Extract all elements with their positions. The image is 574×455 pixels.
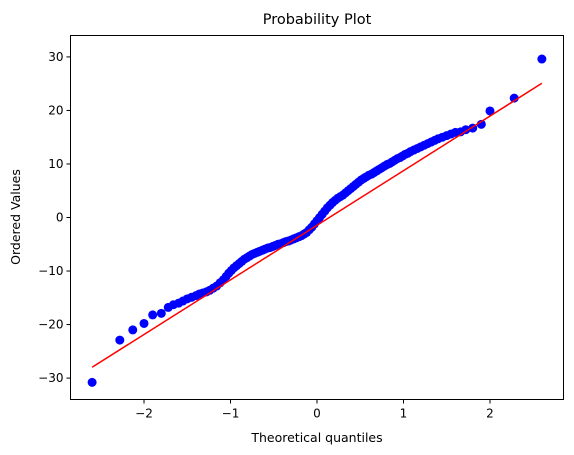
data-point (115, 335, 125, 345)
x-tick-label: 2 (486, 407, 494, 421)
y-tick-label: −20 (38, 318, 63, 332)
y-axis-label: Ordered Values (8, 169, 23, 265)
x-tick-label: 1 (400, 407, 408, 421)
y-tick-label: 0 (56, 211, 64, 225)
x-axis-label: Theoretical quantiles (250, 430, 382, 445)
x-tick-label: 0 (313, 407, 321, 421)
data-point (139, 318, 149, 328)
plot-area (87, 54, 547, 387)
x-tick-label: −1 (222, 407, 240, 421)
data-point (156, 308, 166, 318)
data-point (128, 325, 138, 335)
fit-line (91, 82, 543, 368)
data-point (87, 377, 97, 387)
data-point (537, 54, 547, 64)
x-axis: −2 −1 0 1 2 (135, 399, 494, 421)
y-tick-label: −30 (38, 371, 63, 385)
y-tick-label: −10 (38, 264, 63, 278)
y-tick-label: 10 (48, 157, 63, 171)
chart-title: Probability Plot (263, 12, 372, 28)
data-point (509, 93, 519, 103)
y-tick-label: 30 (48, 50, 63, 64)
y-axis: −30 −20 −10 0 10 20 30 (38, 50, 71, 385)
data-point (485, 106, 495, 116)
x-tick-label: −2 (135, 407, 153, 421)
data-point (148, 310, 158, 320)
y-tick-label: 20 (48, 103, 63, 117)
